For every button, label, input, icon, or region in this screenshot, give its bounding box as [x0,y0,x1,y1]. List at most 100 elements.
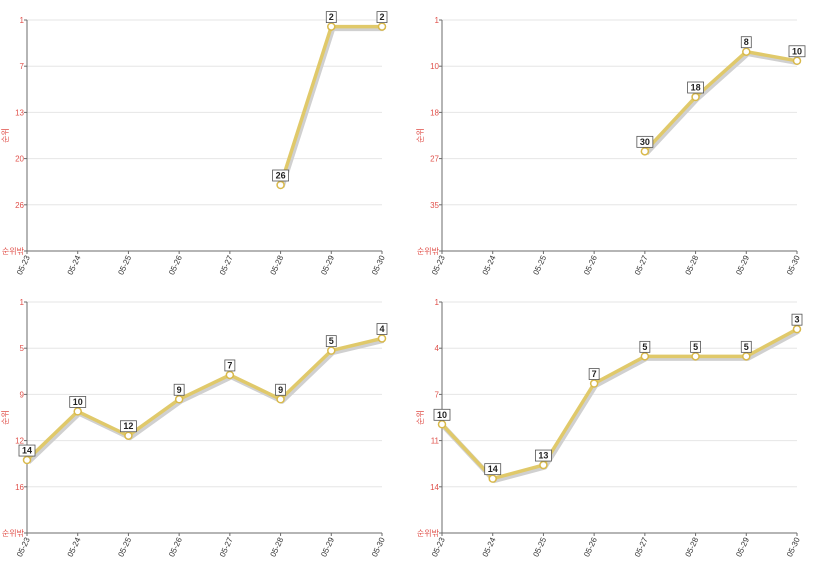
x-tick-label: 05-24 [481,536,498,559]
data-label-box [272,169,289,182]
rank-chart-1: 1 7 13 20 26 순위밖 순위 05-23 05-24 05-25 05-26 05-27 05… [1,11,388,277]
series-line [25,336,383,462]
y-tick-label: 27 [430,155,439,164]
data-label-text: 5 [693,342,698,352]
y-tick-label: 순위밖 [417,528,440,538]
data-point [327,346,336,355]
data-label-text: 14 [22,446,32,456]
data-label: 2 [325,11,337,24]
rank-chart-2: 1 10 18 27 35 순위밖 순위 05-23 05-24 05-25 05-26 05-27 0… [416,16,806,277]
data-label-box [788,45,806,58]
x-tick-label: 05-23 [15,254,32,277]
data-point [640,352,650,361]
data-label-text: 30 [640,137,650,147]
y-tick-label: 11 [431,437,440,446]
data-label-box [325,11,337,24]
data-label-text: 7 [592,369,597,379]
data-label-box [636,135,654,148]
data-label-box [535,449,552,462]
data-label: 5 [740,340,752,353]
y-tick-label: 1 [435,298,440,307]
data-point [691,92,700,102]
data-point [488,474,497,483]
y-tick-label: 1 [435,16,440,25]
data-label-box [69,396,87,408]
data-point [124,431,133,440]
y-tick-label: 5 [20,344,25,353]
data-label: 7 [588,368,600,380]
y-tick-label: 10 [430,62,439,71]
data-label-text: 5 [744,342,749,352]
data-point [640,147,650,156]
y-tick-label: 14 [430,483,439,492]
x-tick-label: 05-26 [582,254,599,277]
x-tick-label: 05-23 [430,254,447,277]
data-label-text: 10 [437,410,447,420]
data-label: 14 [484,463,502,476]
x-tick-label: 05-26 [167,254,184,277]
x-tick-label: 05-23 [430,536,447,559]
x-tick-label: 05-27 [633,536,650,559]
data-label: 5 [690,340,701,353]
data-label-box [690,340,701,353]
data-label: 10 [788,45,806,58]
x-tick-label: 05-29 [734,254,751,277]
x-tick-label: 05-27 [218,536,235,559]
data-label-text: 5 [642,342,647,352]
y-tick-label: 7 [435,390,440,399]
x-tick-label: 05-28 [269,536,286,559]
data-point [742,47,751,56]
data-label-text: 26 [276,171,286,181]
data-point [792,324,802,334]
data-label: 5 [639,340,651,353]
rank-chart-3: 1 5 9 12 16 순위밖 순위 05-23 05-24 05-25 05-26 05-27 05-… [1,298,388,559]
y-tick-label: 7 [20,62,25,71]
x-tick-label: 05-25 [531,254,548,277]
x-tick-label: 05-29 [319,536,336,559]
data-label-text: 8 [744,37,749,47]
data-point [377,334,387,343]
data-label: 18 [687,81,704,94]
data-label: 8 [740,36,752,49]
data-label-box [791,313,803,326]
x-tick-label: 05-25 [116,254,133,277]
data-label-text: 18 [691,83,701,93]
data-label-text: 13 [538,451,548,461]
data-point [691,352,700,361]
x-tick-label: 05-30 [370,254,387,277]
y-tick-label: 12 [15,437,24,446]
x-tick-label: 05-24 [481,254,498,277]
x-tick-label: 05-25 [531,536,548,559]
series-line [643,49,798,153]
data-label: 3 [791,313,803,326]
y-tick-label: 1 [20,298,25,307]
x-tick-label: 05-24 [66,536,83,559]
data-label-box [224,359,236,372]
data-point [742,352,751,361]
data-label: 30 [636,135,654,148]
data-label-box [376,323,388,335]
y-tick-label: 18 [430,108,439,117]
y-axis-label: 순위 [416,410,425,425]
x-tick-label: 05-26 [167,536,184,559]
x-tick-label: 05-30 [785,536,802,559]
data-label-text: 2 [379,12,384,22]
data-label: 10 [69,396,87,408]
data-label-text: 10 [792,46,802,56]
x-tick-label: 05-27 [633,254,650,277]
series-line [440,327,798,481]
data-point [589,379,599,388]
x-tick-label: 05-23 [15,536,32,559]
data-point [22,455,32,465]
data-label-box [588,368,600,380]
data-label: 2 [376,11,388,24]
data-label-text: 14 [488,464,498,474]
y-tick-label: 26 [15,201,24,210]
data-label-text: 2 [329,12,334,22]
x-tick-label: 05-27 [218,254,235,277]
data-label-box [325,335,337,348]
series-line-shadow [279,26,384,188]
data-label: 4 [376,323,388,335]
